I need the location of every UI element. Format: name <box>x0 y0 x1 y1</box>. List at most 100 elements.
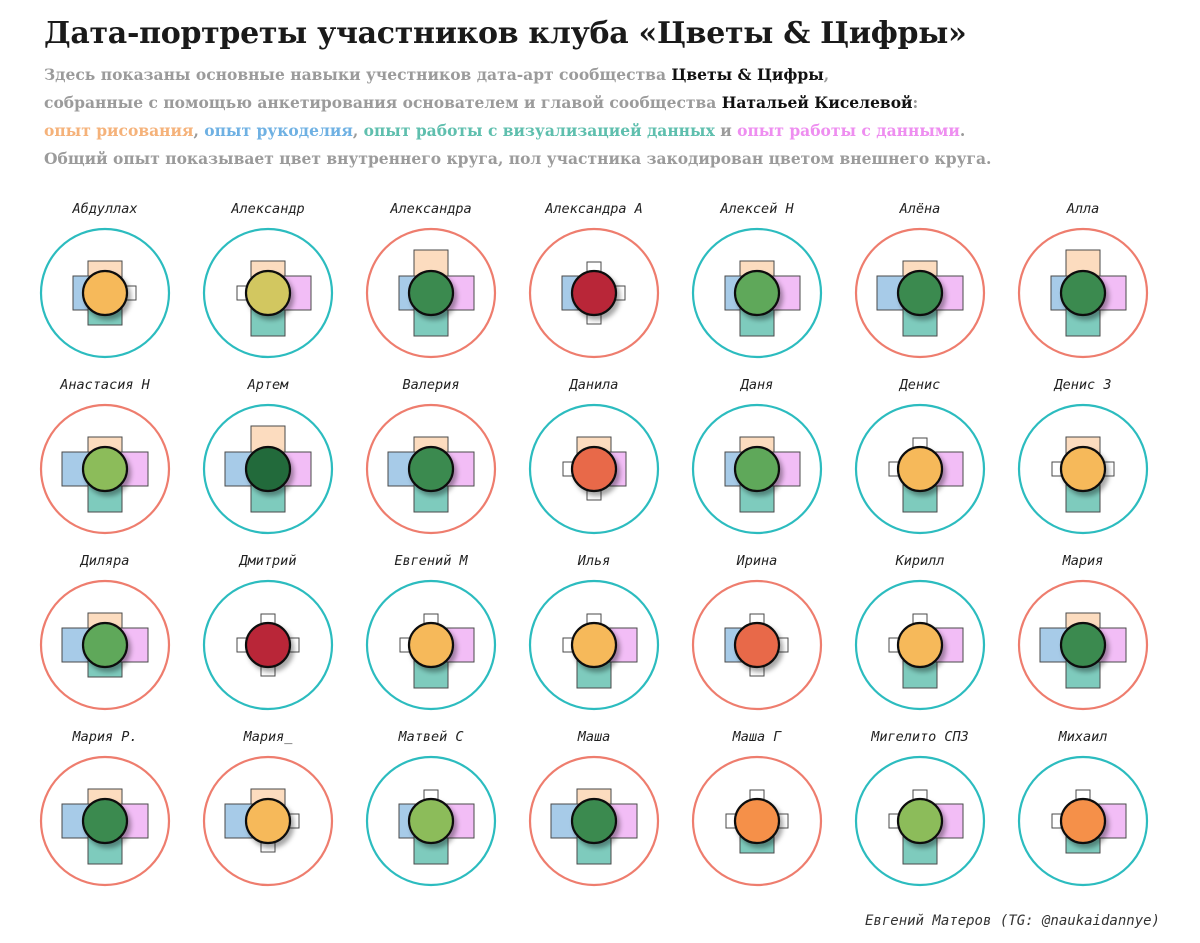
portrait: Мария Р. <box>39 729 171 887</box>
portrait: Денис <box>854 377 986 535</box>
gender-ring <box>528 227 660 359</box>
total-experience-dot <box>896 797 944 845</box>
page-title: Дата-портреты участников клуба «Цветы & … <box>44 16 967 51</box>
participant-name: Даня <box>740 377 774 393</box>
total-experience-dot <box>1059 621 1107 669</box>
portrait: Матвей С <box>365 729 497 887</box>
gender-ring <box>365 403 497 535</box>
portrait: Абдуллах <box>39 201 171 359</box>
portrait: Алёна <box>854 201 986 359</box>
legend-line: опыт рисования, опыт рукоделия, опыт раб… <box>44 117 1174 145</box>
total-experience-dot <box>733 269 781 317</box>
total-experience-dot <box>733 621 781 669</box>
participant-name: Дмитрий <box>239 553 297 569</box>
portrait: Данила <box>528 377 660 535</box>
portrait: Кирилл <box>854 553 986 711</box>
participant-name: Матвей С <box>397 729 463 745</box>
participant-name: Диляра <box>80 553 130 569</box>
portrait: Денис З <box>1017 377 1149 535</box>
gender-ring <box>202 579 334 711</box>
gender-ring <box>528 579 660 711</box>
gender-ring <box>854 755 986 887</box>
total-experience-dot <box>244 269 292 317</box>
participant-name: Анастасия Н <box>59 377 150 393</box>
portrait: Дмитрий <box>202 553 334 711</box>
participant-name: Мигелито СПЗ <box>870 729 969 745</box>
subtitle-punct: , <box>823 65 830 84</box>
gender-ring <box>528 403 660 535</box>
participant-name: Валерия <box>403 377 460 393</box>
gender-ring <box>202 755 334 887</box>
total-experience-dot <box>81 621 129 669</box>
portrait: Диляра <box>39 553 171 711</box>
total-experience-dot <box>733 797 781 845</box>
gender-ring <box>365 227 497 359</box>
subtitle-line-1: Здесь показаны основные навыки учестнико… <box>44 61 1174 89</box>
total-experience-dot <box>570 445 618 493</box>
total-experience-dot <box>407 797 455 845</box>
total-experience-dot <box>896 445 944 493</box>
gender-ring <box>854 227 986 359</box>
total-experience-dot <box>407 621 455 669</box>
participant-name: Алла <box>1066 201 1100 217</box>
portrait: Алла <box>1017 201 1149 359</box>
subtitle-line-2: собранные с помощью анкетирования основа… <box>44 89 1174 117</box>
total-experience-dot <box>244 621 292 669</box>
portrait: Анастасия Н <box>39 377 171 535</box>
total-experience-dot <box>81 269 129 317</box>
total-experience-dot <box>1059 269 1107 317</box>
portrait: Михаил <box>1017 729 1149 887</box>
portrait: Ирина <box>691 553 823 711</box>
portrait: Александра А <box>528 201 660 359</box>
total-experience-dot <box>896 269 944 317</box>
gender-ring <box>854 403 986 535</box>
participant-name: Алёна <box>899 201 941 217</box>
legend-separator: . <box>959 121 966 140</box>
subtitle-text: Здесь показаны основные навыки учестнико… <box>44 65 672 84</box>
portrait: Александр <box>202 201 334 359</box>
total-experience-dot <box>570 269 618 317</box>
total-experience-dot <box>570 797 618 845</box>
portrait: Илья <box>528 553 660 711</box>
gender-ring <box>1017 403 1149 535</box>
gender-ring <box>1017 755 1149 887</box>
total-experience-dot <box>81 797 129 845</box>
portrait: Мария_ <box>202 729 334 887</box>
portrait: Мария <box>1017 553 1149 711</box>
subtitle-line-4: Общий опыт показывает цвет внутреннего к… <box>44 149 992 168</box>
participant-name: Ирина <box>736 553 778 569</box>
total-experience-dot <box>407 445 455 493</box>
portrait: Артем <box>202 377 334 535</box>
participant-name: Александр <box>230 201 304 217</box>
gender-ring <box>39 403 171 535</box>
portrait: Мигелито СПЗ <box>854 729 986 887</box>
participant-name: Данила <box>569 377 619 393</box>
header: Дата-портреты участников клуба «Цветы & … <box>44 16 1174 173</box>
participant-name: Александра <box>389 201 471 217</box>
participant-name: Маша <box>577 729 611 745</box>
total-experience-dot <box>896 621 944 669</box>
portrait: Даня <box>691 377 823 535</box>
author-credit: Евгений Матеров (TG: @naukaidannye) <box>864 913 1160 929</box>
gender-ring <box>39 579 171 711</box>
gender-ring <box>365 579 497 711</box>
portrait: Евгений М <box>365 553 497 711</box>
gender-ring <box>1017 227 1149 359</box>
total-experience-dot <box>244 797 292 845</box>
total-experience-dot <box>570 621 618 669</box>
participant-name: Мария_ <box>243 729 294 745</box>
legend-dataviz: опыт работы с визуализацией данных <box>363 121 715 140</box>
total-experience-dot <box>244 445 292 493</box>
founder-name: Натальей Киселевой <box>721 93 913 112</box>
gender-ring <box>1017 579 1149 711</box>
participant-name: Илья <box>577 553 611 569</box>
portrait: Алексей Н <box>691 201 823 359</box>
gender-ring <box>854 579 986 711</box>
participant-name: Денис З <box>1054 377 1112 393</box>
portrait: Маша <box>528 729 660 887</box>
gender-ring <box>39 227 171 359</box>
participant-name: Артем <box>247 377 290 393</box>
portrait: Маша Г <box>691 729 823 887</box>
total-experience-dot <box>407 269 455 317</box>
